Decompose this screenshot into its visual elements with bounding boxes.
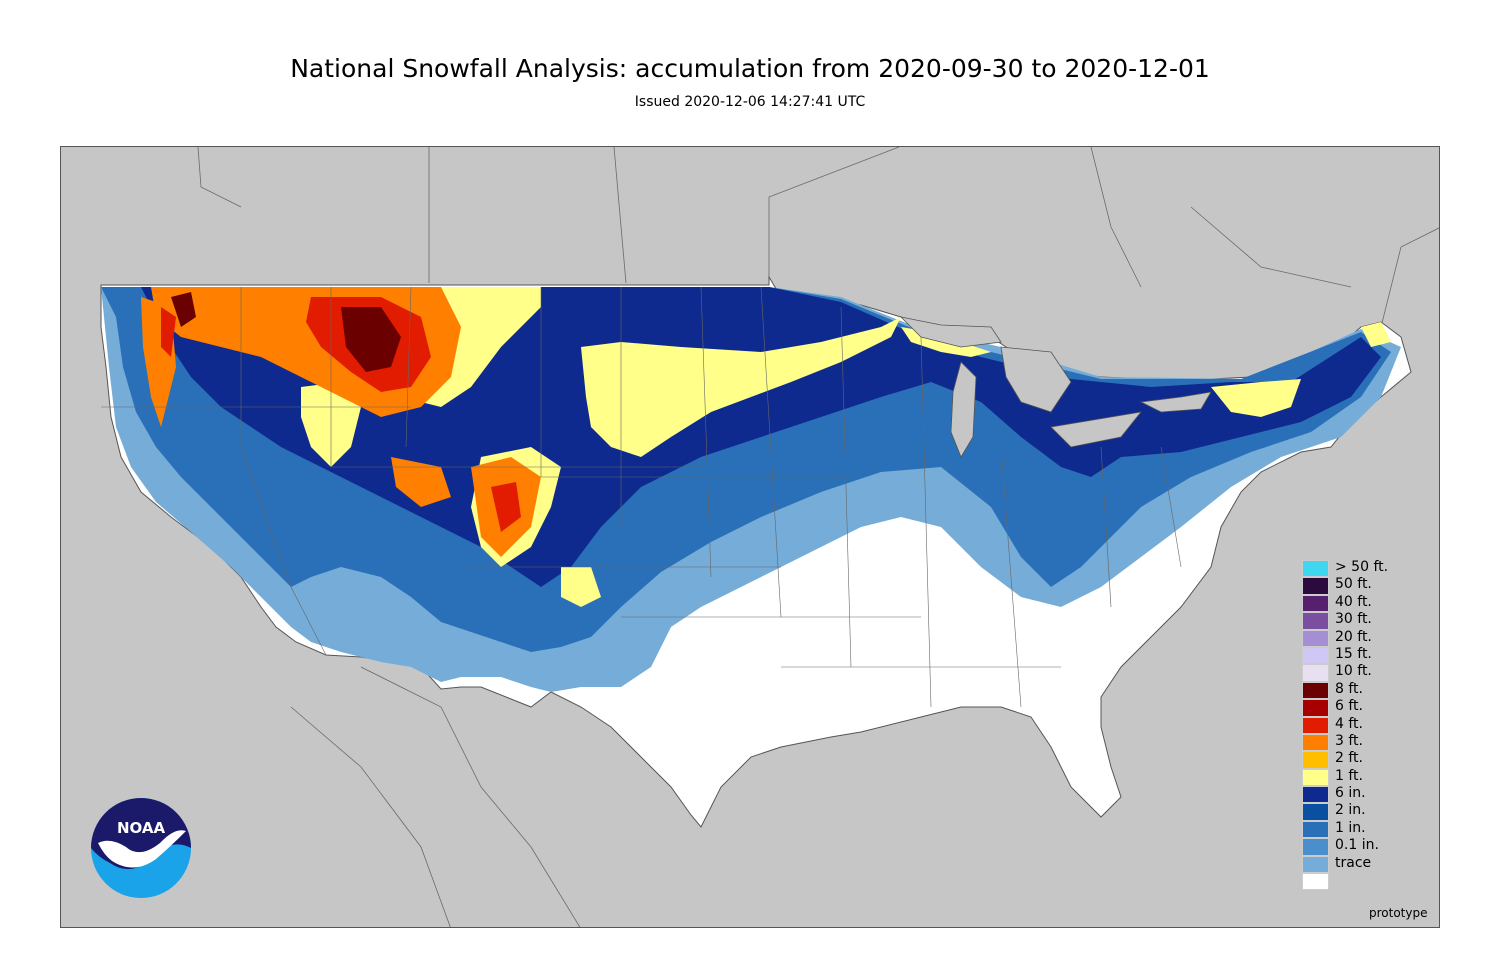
legend-row: 0.1 in. [1302,837,1422,856]
legend-swatch [1302,699,1329,717]
legend-swatch [1302,786,1329,804]
map-canvas [100,147,1439,927]
issued-timestamp: Issued 2020-12-06 14:27:41 UTC [634,94,866,110]
legend-label: > 50 ft. [1335,559,1389,575]
legend-row: 6 in. [1302,785,1422,804]
legend-row: 3 ft. [1302,732,1422,752]
country-borders [197,147,1439,927]
legend-label: 3 ft. [1335,732,1363,749]
legend-row: 20 ft. [1302,628,1422,647]
legend-row: 6 ft. [1302,698,1422,717]
snowfall-map[interactable] [60,146,1440,928]
legend-label: 15 ft. [1335,645,1372,662]
legend-label: 1 ft. [1335,767,1363,784]
legend-label: 2 ft. [1335,750,1363,767]
legend-swatch [1302,820,1329,839]
legend-label: 40 ft. [1335,593,1372,610]
legend-row: 2 in. [1302,802,1422,821]
noaa-logo: NOAA [91,798,191,898]
legend-swatch [1302,873,1329,891]
legend-swatch [1302,751,1329,769]
prototype-label: prototype [1369,906,1428,920]
legend-row: 2 ft. [1302,750,1422,769]
legend-label: 0.1 in. [1335,837,1379,854]
great-lakes [899,316,1212,458]
legend-swatch [1302,560,1329,578]
legend-label: 2 in. [1335,802,1366,819]
legend-swatch [1302,855,1329,874]
legend-swatch [1302,594,1329,613]
legend-swatch [1302,681,1329,700]
legend-row: 15 ft. [1302,645,1422,665]
legend-row: 4 ft. [1302,715,1422,734]
legend-swatch [1302,838,1329,856]
legend-swatch [1302,803,1329,821]
snow-zone-8ft [171,292,401,372]
legend-label: 8 ft. [1335,680,1363,697]
legend-label: 6 ft. [1335,698,1363,715]
legend-row [1302,873,1422,891]
state-borders [101,286,1182,708]
legend-swatch [1302,716,1329,734]
legend-row: 1 ft. [1302,767,1422,787]
legend-swatch [1302,664,1329,682]
legend-row: 8 ft. [1302,680,1422,700]
legend-label: 50 ft. [1335,576,1372,593]
legend-row: 30 ft. [1302,611,1422,630]
legend-label: trace [1335,854,1372,871]
legend-row: 10 ft. [1302,663,1422,682]
color-legend: > 50 ft. 50 ft. 40 ft. 30 ft. 20 ft. 15 ft. 10… [1302,559,1422,891]
legend-label: 4 ft. [1335,715,1363,732]
legend-swatch [1302,629,1329,647]
legend-label: 20 ft. [1335,628,1372,645]
noaa-logo-text: NOAA [117,819,166,837]
legend-swatch [1302,612,1329,630]
legend-row: 1 in. [1302,819,1422,839]
legend-swatch [1302,768,1329,787]
legend-label: 30 ft. [1335,611,1372,628]
legend-swatch [1302,733,1329,752]
legend-label: 6 in. [1335,785,1366,802]
legend-swatch [1302,577,1329,595]
map-title: National Snowfall Analysis: accumulation… [290,54,1210,83]
legend-swatch [1302,646,1329,665]
legend-row: > 50 ft. [1302,559,1422,578]
legend-row: 40 ft. [1302,593,1422,613]
legend-row: trace [1302,854,1422,874]
legend-label: 1 in. [1335,819,1366,836]
legend-label: 10 ft. [1335,663,1372,680]
legend-row: 50 ft. [1302,576,1422,595]
